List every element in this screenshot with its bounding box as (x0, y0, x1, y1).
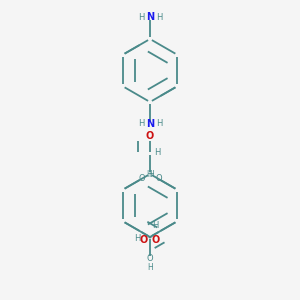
Text: H: H (147, 262, 153, 272)
Text: O: O (140, 236, 148, 245)
Text: H: H (156, 119, 162, 128)
Text: H: H (156, 13, 162, 22)
Text: O: O (146, 130, 154, 141)
Text: O: O (155, 174, 162, 183)
Text: H: H (148, 170, 154, 179)
Text: O: O (152, 236, 160, 245)
Text: N: N (146, 118, 154, 129)
Text: O: O (147, 254, 153, 263)
Text: O: O (138, 174, 145, 183)
Text: H: H (154, 148, 161, 157)
Text: H: H (146, 170, 152, 179)
Text: H: H (152, 221, 158, 230)
Text: H: H (134, 234, 141, 243)
Text: N: N (146, 12, 154, 22)
Text: H: H (138, 119, 144, 128)
Text: H: H (138, 13, 144, 22)
